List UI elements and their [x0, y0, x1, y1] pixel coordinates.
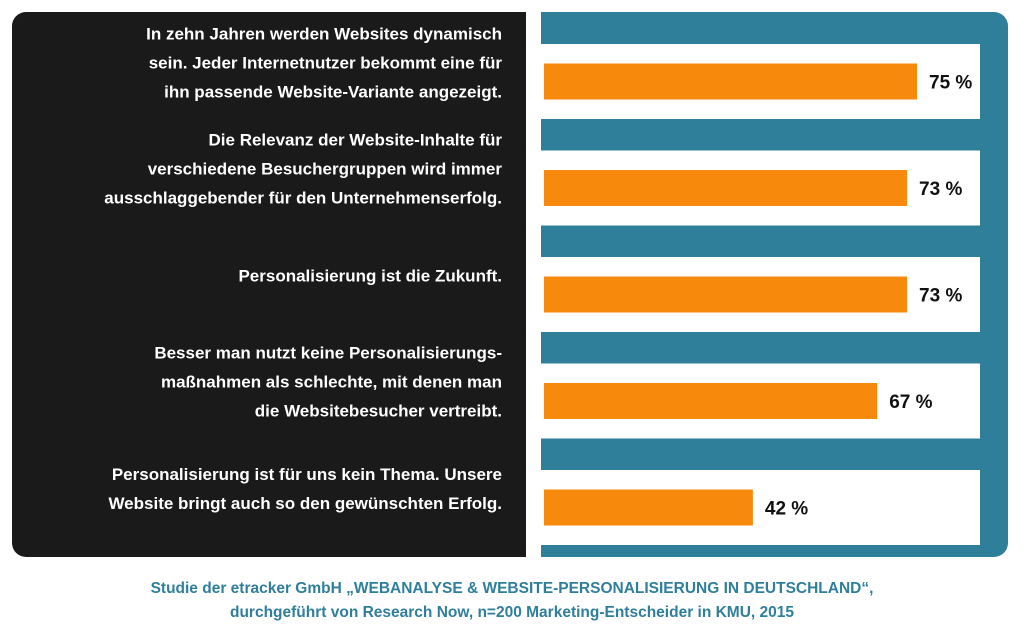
- bar-value-label: 67 %: [889, 392, 932, 413]
- statement-label: Personalisierung ist die Zukunft.: [238, 266, 502, 285]
- bar: [544, 170, 908, 206]
- footnote-line-2: durchgeführt von Research Now, n=200 Mar…: [229, 604, 795, 621]
- bar-value-label: 73 %: [919, 286, 962, 307]
- bar: [544, 489, 753, 526]
- chart-panel: 75 % 73 % 73 % 67 % 42 %: [541, 12, 1008, 557]
- bar-value-label: 73 %: [919, 179, 962, 200]
- statement-label: Die Relevanz der Website-Inhalte für ver…: [104, 130, 502, 208]
- statements-panel: In zehn Jahren werden Websites dynamisch…: [12, 12, 526, 557]
- bar-chart: 75 % 73 % 73 % 67 % 42 %: [541, 44, 980, 545]
- bar-value-label: 75 %: [929, 73, 972, 94]
- statement-label: Personalisierung ist für uns kein Thema.…: [108, 464, 502, 513]
- footnote-line-1: Studie der etracker GmbH „WEBANALYSE & W…: [150, 580, 874, 597]
- source-footnote: Studie der etracker GmbH „WEBANALYSE & W…: [0, 577, 1024, 625]
- statement-label: In zehn Jahren werden Websites dynamisch…: [146, 24, 502, 101]
- bar: [544, 383, 878, 419]
- bar: [544, 63, 917, 100]
- statement-label: Besser man nutzt keine Personalisierungs…: [154, 343, 502, 421]
- bar-value-label: 42 %: [765, 499, 808, 520]
- bar: [544, 276, 908, 313]
